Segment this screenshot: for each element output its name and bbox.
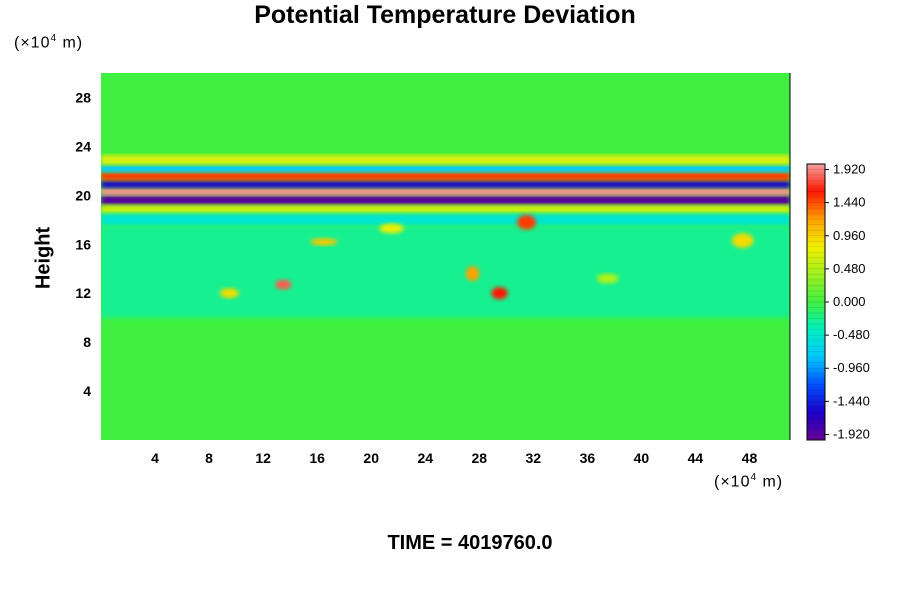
x-unit-exponent: 4 <box>750 472 758 483</box>
y-tick-label: 16 <box>75 236 91 252</box>
colorbar-tick-label: 1.440 <box>833 195 866 210</box>
y-tick-label: 12 <box>75 285 91 301</box>
heatmap-band <box>101 187 790 196</box>
x-unit-prefix: (×10 <box>714 473 751 491</box>
colorbar-tick-label: -1.920 <box>833 426 870 441</box>
x-tick-label: 24 <box>417 450 433 466</box>
y-tick-label: 24 <box>75 138 91 154</box>
x-tick-label: 16 <box>309 450 325 466</box>
heatmap-band <box>101 180 790 188</box>
heatmap-blob <box>310 238 338 246</box>
heatmap-band <box>101 225 790 318</box>
y-unit-exponent: 4 <box>50 33 58 44</box>
heatmap-band <box>101 213 790 226</box>
colorbar-tick-label: -1.440 <box>833 393 870 408</box>
colorbar-tick-label: 0.480 <box>833 261 866 276</box>
x-tick-label: 4 <box>151 450 159 466</box>
colorbar-tick-label: 1.920 <box>833 162 866 177</box>
heatmap-band <box>101 205 790 214</box>
y-tick-label: 20 <box>75 187 91 203</box>
heatmap-blob <box>596 273 619 284</box>
x-tick-label: 8 <box>205 450 213 466</box>
colorbar-tick-label: 0.960 <box>833 228 866 243</box>
heatmap-band <box>101 154 790 165</box>
x-tick-label: 40 <box>634 450 650 466</box>
heatmap-blob <box>731 233 754 248</box>
y-axis-unit: (×104 m) <box>14 33 83 52</box>
heatmap-blob <box>219 288 239 299</box>
heatmap-blob <box>379 223 404 234</box>
heatmap-band <box>101 172 790 181</box>
heatmap-band <box>101 195 790 206</box>
x-axis-unit: (×104 m) <box>714 472 783 491</box>
y-unit-suffix: m) <box>57 34 84 52</box>
x-tick-label: 44 <box>688 450 704 466</box>
chart-title: Potential Temperature Deviation <box>254 1 636 29</box>
heatmap-blob <box>491 287 508 300</box>
y-unit-prefix: (×10 <box>14 34 51 52</box>
heatmap-blob <box>517 214 537 230</box>
colorbar-tick-label: -0.960 <box>833 360 870 375</box>
colorbar-tick-label: 0.000 <box>833 294 866 309</box>
y-tick-label: 8 <box>83 334 91 350</box>
y-tick-label: 28 <box>75 89 91 105</box>
x-tick-label: 48 <box>742 450 758 466</box>
x-tick-label: 20 <box>363 450 379 466</box>
x-tick-label: 12 <box>255 450 271 466</box>
heatmap-band <box>101 164 790 173</box>
x-tick-label: 28 <box>471 450 487 466</box>
y-tick-label: 4 <box>83 383 91 399</box>
x-tick-label: 32 <box>526 450 542 466</box>
time-label: TIME = 4019760.0 <box>387 532 553 554</box>
x-tick-label: 36 <box>580 450 596 466</box>
heatmap-blob <box>275 279 292 290</box>
colorbar-tick-label: -0.480 <box>833 327 870 342</box>
heatmap-blob <box>465 266 480 281</box>
x-unit-suffix: m) <box>757 473 784 491</box>
